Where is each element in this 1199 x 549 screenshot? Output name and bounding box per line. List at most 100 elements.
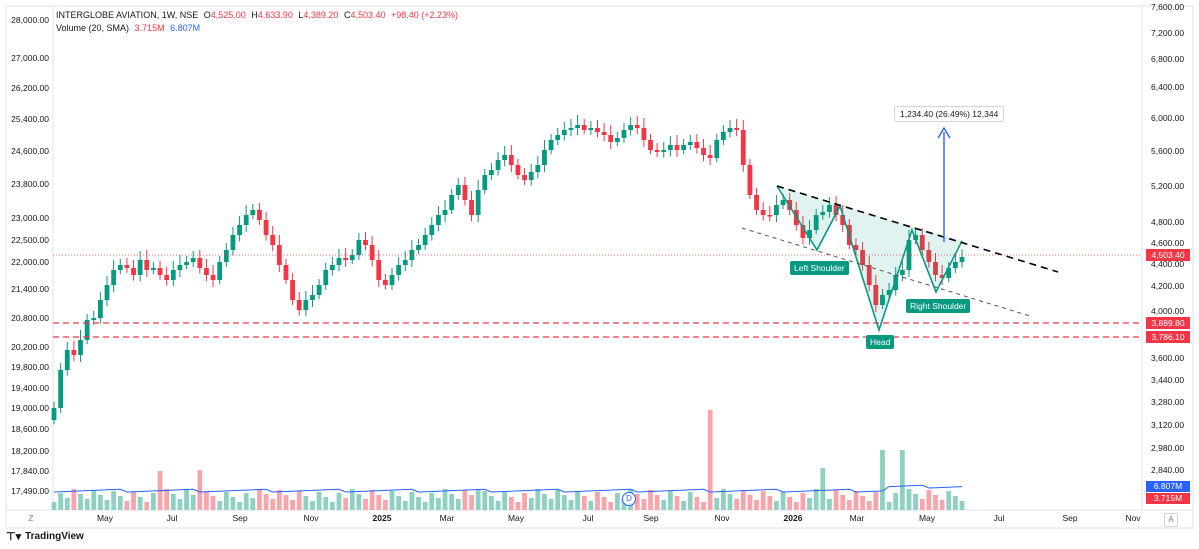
candle-body xyxy=(634,125,640,128)
candle-body xyxy=(170,270,176,280)
candle-body xyxy=(919,235,925,250)
candle-body xyxy=(210,275,216,280)
volume-bar xyxy=(694,497,700,510)
candle-body xyxy=(131,268,136,275)
candle-body xyxy=(687,142,693,145)
head-label[interactable]: Head xyxy=(866,335,895,349)
volume-bar xyxy=(124,501,130,510)
candle-body xyxy=(880,295,885,305)
volume-bar xyxy=(919,499,925,510)
volume-bar xyxy=(502,492,508,510)
volume-bar xyxy=(787,497,793,510)
volume-bar xyxy=(475,490,481,510)
candle-body xyxy=(204,268,209,275)
left-axis-tick: 25,400.00 xyxy=(11,114,49,124)
candle-body xyxy=(151,268,156,270)
volume-bar xyxy=(402,501,408,510)
candle-body xyxy=(933,262,938,275)
candle-body xyxy=(542,150,547,165)
candle-body xyxy=(701,148,706,155)
volume-bar xyxy=(283,495,289,510)
candle-body xyxy=(482,175,488,190)
candle-body xyxy=(740,130,746,165)
footer: ⊤▾ TradingView xyxy=(6,530,84,543)
open-label: O xyxy=(203,10,211,20)
volume-bar xyxy=(250,498,256,510)
volume-value: 3.715M xyxy=(134,23,165,33)
right-axis-tick: 3,440.00 xyxy=(1151,375,1184,385)
candle-body xyxy=(721,132,726,140)
volume-bar xyxy=(436,498,441,510)
volume-sma-line xyxy=(53,484,963,493)
candle-body xyxy=(369,245,375,260)
left-price-axis[interactable]: 28,000.00 27,000.00 26,200.00 25,400.00 24,6… xyxy=(11,15,49,496)
volume-bar xyxy=(760,491,766,510)
candle-body xyxy=(396,265,402,275)
volume-bar xyxy=(495,501,501,510)
volume-legend[interactable]: Volume (20, SMA) 3.715M 6.807M xyxy=(56,23,203,33)
right-price-axis[interactable]: 7,600.00 7,200.00 6,800.00 6,400.00 6,000.00… xyxy=(1151,2,1184,475)
candle-body xyxy=(329,265,335,270)
last-price-tag: 4,503.40 xyxy=(1146,249,1190,261)
candle-body xyxy=(336,258,342,265)
target-measure-label[interactable]: 1,234.40 (26.49%) 12,344 xyxy=(894,106,1005,122)
price-tag-3889: 3,889.80 xyxy=(1146,317,1190,329)
head-and-shoulders-pattern[interactable] xyxy=(741,126,1059,333)
neckline[interactable] xyxy=(776,185,1059,273)
candle-body xyxy=(449,195,455,210)
legend[interactable]: INTERGLOBE AVIATION, 1W, NSE O4,525.00 H… xyxy=(56,10,461,33)
right-axis-tick: 7,200.00 xyxy=(1151,28,1184,38)
volume-bar xyxy=(800,493,806,510)
candle-body xyxy=(104,285,110,300)
volume-bar xyxy=(939,500,945,510)
time-axis-label: Jul xyxy=(994,513,1005,523)
volume-bar xyxy=(369,490,375,510)
lower-trendline[interactable] xyxy=(741,227,1031,317)
volume-bar xyxy=(886,502,892,510)
volume-bar xyxy=(813,489,819,510)
dividend-marker[interactable]: D xyxy=(622,492,636,506)
auto-scale-button[interactable]: A xyxy=(1164,513,1178,527)
candle-body xyxy=(959,257,965,262)
timezone-button[interactable]: Z xyxy=(28,514,34,523)
volume-bar xyxy=(263,494,269,510)
volume-bar xyxy=(356,494,362,510)
left-axis-tick: 27,000.00 xyxy=(11,53,49,63)
volume-bar xyxy=(933,495,938,510)
left-axis-tick: 22,500.00 xyxy=(11,235,49,245)
candle-body xyxy=(873,285,879,305)
symbol-title[interactable]: INTERGLOBE AVIATION, 1W, NSE xyxy=(56,10,199,20)
left-axis-tick: 17,840.00 xyxy=(11,466,49,476)
volume-bar xyxy=(561,495,567,510)
volume-bar xyxy=(343,498,349,510)
candle-body xyxy=(389,275,395,285)
volume-bar xyxy=(608,502,614,510)
candle-body xyxy=(296,300,302,310)
left-axis-tick: 20,800.00 xyxy=(11,313,49,323)
volume-bar xyxy=(734,499,740,510)
left-axis-tick: 28,000.00 xyxy=(11,15,49,25)
right-axis-tick: 2,980.00 xyxy=(1151,443,1184,453)
volume-bar xyxy=(846,500,852,510)
time-axis[interactable]: May Jul Sep Nov 2025 Mar May Jul Sep Nov 2026 Mar Ma… xyxy=(97,513,1141,523)
low-value: 4,389.20 xyxy=(303,10,339,20)
volume-bar xyxy=(707,410,713,510)
candle-body xyxy=(111,270,117,285)
candle-body xyxy=(528,172,534,180)
left-shoulder-label[interactable]: Left Shoulder xyxy=(790,261,849,275)
right-shoulder-label[interactable]: Right Shoulder xyxy=(906,299,971,313)
candle-body xyxy=(760,210,766,215)
right-axis-tick: 7,600.00 xyxy=(1151,2,1184,12)
candle-body xyxy=(568,128,574,130)
volume-bar xyxy=(137,497,143,510)
volume-bar xyxy=(84,499,90,510)
candle-body xyxy=(455,185,461,195)
volume-bar xyxy=(548,499,554,510)
candle-body xyxy=(137,260,143,275)
candle-body xyxy=(827,205,832,212)
volume-bar xyxy=(727,494,733,510)
volume-bar xyxy=(681,501,687,510)
volume-bar xyxy=(58,493,64,510)
volume-bar xyxy=(462,490,468,510)
